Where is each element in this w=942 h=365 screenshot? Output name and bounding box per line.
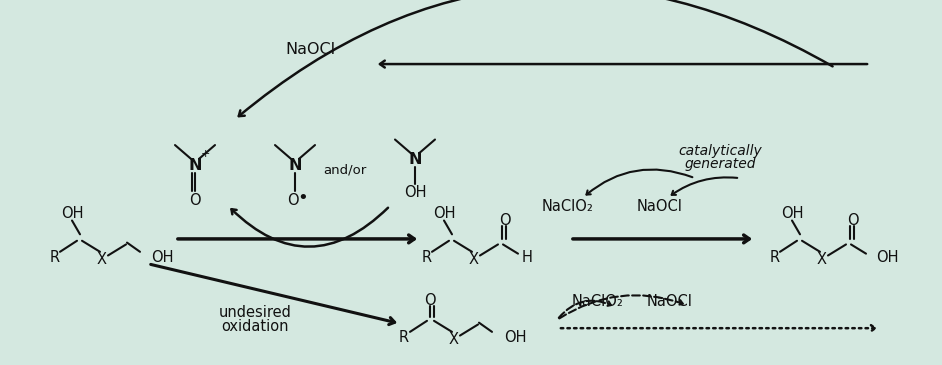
Text: O: O — [499, 213, 511, 228]
Text: NaOCl: NaOCl — [637, 199, 683, 214]
Text: OH: OH — [404, 185, 426, 200]
Text: OH: OH — [432, 205, 455, 221]
Text: undesired: undesired — [219, 305, 291, 320]
Text: O: O — [847, 213, 859, 228]
Text: NaOCl: NaOCl — [647, 294, 693, 309]
Text: X: X — [97, 251, 107, 267]
Text: •: • — [298, 188, 308, 207]
Text: N: N — [288, 158, 301, 173]
Text: +: + — [201, 149, 210, 159]
Text: OH: OH — [504, 330, 527, 345]
Text: oxidation: oxidation — [221, 319, 289, 334]
Text: OH: OH — [151, 250, 173, 265]
Text: and/or: and/or — [323, 164, 366, 176]
Text: O: O — [189, 193, 201, 208]
Text: R: R — [399, 330, 409, 345]
Text: X: X — [449, 332, 459, 347]
Text: O: O — [287, 193, 299, 208]
Text: O: O — [424, 293, 436, 308]
Text: R: R — [50, 250, 60, 265]
Text: catalytically: catalytically — [678, 143, 762, 158]
Text: X: X — [469, 251, 479, 267]
Text: OH: OH — [781, 205, 804, 221]
Text: R: R — [770, 250, 780, 265]
Text: OH: OH — [60, 205, 83, 221]
Text: generated: generated — [684, 157, 755, 172]
Text: X: X — [817, 251, 827, 267]
Text: OH: OH — [876, 250, 899, 265]
Text: H: H — [522, 250, 533, 265]
Text: NaOCl: NaOCl — [284, 42, 335, 57]
Text: N: N — [408, 152, 422, 167]
Text: NaClO₂: NaClO₂ — [542, 199, 594, 214]
Text: N: N — [188, 158, 202, 173]
Text: NaClO₂: NaClO₂ — [572, 294, 624, 309]
Text: R: R — [422, 250, 432, 265]
